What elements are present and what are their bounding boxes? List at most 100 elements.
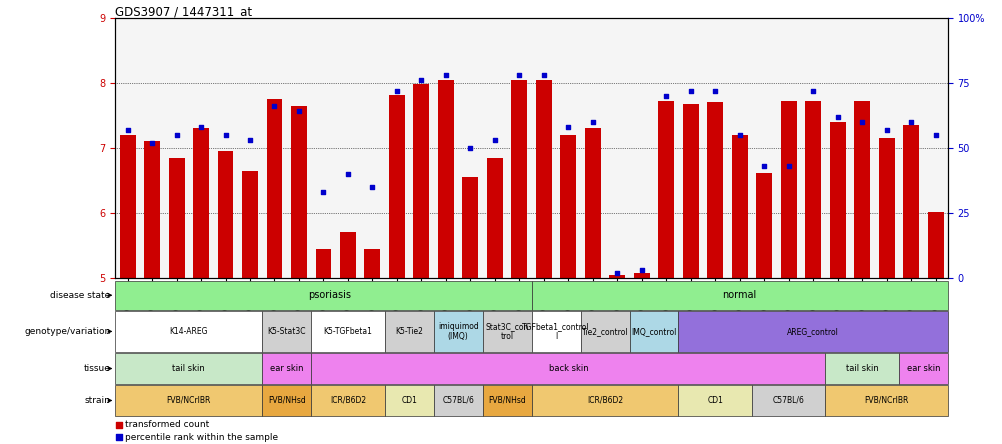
Bar [217,151,233,278]
Bar [115,385,262,416]
Bar [902,125,918,278]
Text: AREG_control: AREG_control [787,327,839,336]
Bar [267,99,283,278]
Text: Tie2_control: Tie2_control [581,327,627,336]
Bar [629,311,677,352]
Point [486,136,502,143]
Point [927,131,943,139]
Point [344,372,360,379]
Bar [311,311,385,352]
Bar [657,101,673,278]
Bar [262,385,311,416]
Point [829,113,845,120]
Bar [115,311,262,352]
Bar [115,281,531,310]
Bar [706,102,722,278]
Text: GDS3907 / 1447311_at: GDS3907 / 1447311_at [115,5,253,18]
Text: ear skin: ear skin [906,364,939,373]
Point [730,131,746,139]
Bar [364,249,380,278]
Text: tail skin: tail skin [172,364,205,373]
Text: Stat3C_con
trol: Stat3C_con trol [485,322,528,341]
Bar [633,273,649,278]
Point [511,71,527,79]
Text: TGFbeta1_control
l: TGFbeta1_control l [522,322,589,341]
Point [389,87,405,94]
Bar [385,311,433,352]
Point [340,170,356,178]
Point [560,123,576,131]
Bar [389,95,405,278]
Text: genotype/variation: genotype/variation [24,327,110,336]
Bar [531,281,947,310]
Bar [535,79,551,278]
Bar [677,385,752,416]
Point [535,71,551,79]
Text: psoriasis: psoriasis [308,290,351,300]
Text: C57BL/6: C57BL/6 [442,396,474,405]
Text: imiquimod
(IMQ): imiquimod (IMQ) [437,322,478,341]
Bar [241,170,258,278]
Bar [482,311,531,352]
Point [267,103,283,110]
Bar [462,177,478,278]
Text: ICR/B6D2: ICR/B6D2 [330,396,366,405]
Text: C57BL/6: C57BL/6 [772,396,804,405]
Point [241,136,258,143]
Bar [433,311,482,352]
Bar [311,385,385,416]
Point [633,266,649,274]
Text: K14-AREG: K14-AREG [169,327,207,336]
Bar [780,101,796,278]
Text: transformed count: transformed count [125,420,209,429]
Point [217,131,233,139]
Text: ICR/B6D2: ICR/B6D2 [586,396,622,405]
Bar [316,249,331,278]
Bar [854,101,869,278]
Text: K5-Tie2: K5-Tie2 [395,327,423,336]
Bar [433,385,482,416]
Bar [584,128,600,278]
Text: disease state: disease state [50,291,110,300]
Text: FVB/NCrIBR: FVB/NCrIBR [166,396,210,405]
Bar [385,385,433,416]
Bar [878,138,894,278]
Text: FVB/NHsd: FVB/NHsd [488,396,525,405]
Point [756,163,772,170]
Text: percentile rank within the sample: percentile rank within the sample [125,432,279,441]
Bar [677,311,947,352]
Bar [262,311,311,352]
Point [192,123,208,131]
Point [144,139,160,146]
Bar [580,311,629,352]
Point [780,163,796,170]
Text: normal: normal [721,290,757,300]
Bar [482,385,531,416]
Bar [486,158,502,278]
Bar [805,101,821,278]
Point [168,131,184,139]
Bar [682,103,698,278]
Text: K5-TGFbeta1: K5-TGFbeta1 [324,327,372,336]
Text: ear skin: ear skin [270,364,304,373]
Bar [340,232,356,278]
Point [438,71,454,79]
Point [608,269,624,276]
Bar [531,385,677,416]
Point [413,77,429,84]
Point [657,92,673,99]
Text: FVB/NCrIBR: FVB/NCrIBR [864,396,908,405]
Bar [511,79,527,278]
Text: CD1: CD1 [401,396,417,405]
Point [291,108,307,115]
Point [584,118,600,125]
Bar [119,135,135,278]
Bar [927,212,943,278]
Text: FVB/NHsd: FVB/NHsd [268,396,306,405]
Bar [311,353,825,384]
Point [805,87,821,94]
Text: K5-Stat3C: K5-Stat3C [268,327,306,336]
Point [902,118,918,125]
Text: back skin: back skin [548,364,587,373]
Bar [413,84,429,278]
